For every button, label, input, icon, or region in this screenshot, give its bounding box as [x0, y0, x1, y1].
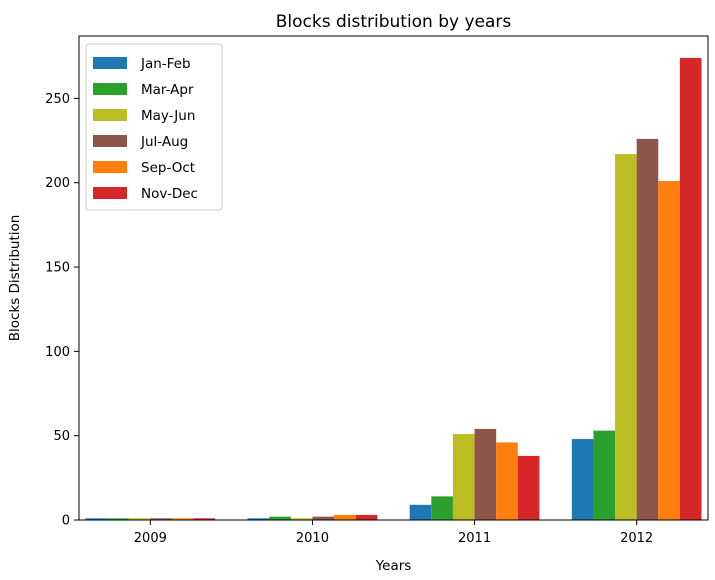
- x-tick-label: 2009: [134, 531, 167, 546]
- x-tick-label: 2011: [458, 531, 491, 546]
- bar-2011-jan-feb: [409, 504, 432, 520]
- bar-2010-sep-oct: [334, 514, 356, 520]
- y-tick-label: 200: [45, 176, 70, 191]
- legend-swatch: [93, 161, 127, 173]
- bar-2010-may-jun: [290, 518, 313, 520]
- x-tick-label: 2010: [296, 531, 329, 546]
- bar-2010-nov-dec: [355, 514, 378, 520]
- y-tick-label: 50: [53, 429, 70, 444]
- legend-label: Nov-Dec: [141, 186, 198, 202]
- bar-2011-mar-apr: [431, 496, 453, 520]
- bar-2011-may-jun: [452, 433, 475, 520]
- x-axis-label: Years: [375, 558, 412, 574]
- y-tick-label: 250: [45, 92, 70, 107]
- legend-swatch: [93, 57, 127, 69]
- legend-label: May-Jun: [141, 108, 195, 124]
- y-tick-label: 100: [45, 345, 70, 360]
- y-tick-label: 150: [45, 261, 70, 276]
- y-axis-label: Blocks Distribution: [7, 215, 23, 342]
- bar-2011-jul-aug: [474, 428, 497, 520]
- legend-label: Jan-Feb: [140, 56, 191, 72]
- bars-group: [85, 57, 702, 521]
- bar-2010-mar-apr: [269, 516, 291, 520]
- y-tick-label: 0: [62, 514, 70, 529]
- bar-2010-jul-aug: [312, 516, 335, 520]
- chart-title: Blocks distribution by years: [276, 12, 512, 32]
- bar-2011-nov-dec: [517, 455, 540, 520]
- bar-2009-jul-aug: [150, 518, 172, 520]
- legend: Jan-Feb Mar-Apr May-Jun Jul-Aug Sep-Oct Nov-D…: [85, 43, 223, 211]
- bar-2011-sep-oct: [496, 442, 518, 520]
- legend-label: Mar-Apr: [141, 82, 194, 98]
- bar-2012-mar-apr: [593, 430, 616, 520]
- legend-swatch: [93, 83, 127, 95]
- plot-frame: [78, 35, 709, 521]
- legend-label: Sep-Oct: [141, 160, 195, 176]
- legend-label: Jul-Aug: [140, 134, 188, 150]
- bar-2009-sep-oct: [171, 518, 194, 520]
- x-tick-label: 2012: [620, 531, 653, 546]
- bar-2009-nov-dec: [193, 518, 216, 520]
- bar-2012-jan-feb: [571, 439, 594, 520]
- bar-2010-jan-feb: [247, 518, 270, 520]
- legend-swatch: [93, 135, 127, 147]
- bar-2012-jul-aug: [636, 138, 659, 520]
- bar-2012-nov-dec: [679, 57, 702, 521]
- x-axis: 2009 2010 2011 2012: [134, 520, 653, 546]
- bar-2012-may-jun: [615, 154, 637, 521]
- bar-2012-sep-oct: [658, 181, 680, 520]
- bar-2009-may-jun: [128, 518, 151, 520]
- y-axis: 0 50 100 150 200 250: [45, 92, 79, 529]
- bar-2009-mar-apr: [107, 518, 129, 520]
- bar-2009-jan-feb: [85, 518, 108, 520]
- legend-swatch: [93, 109, 127, 121]
- legend-swatch: [93, 187, 127, 199]
